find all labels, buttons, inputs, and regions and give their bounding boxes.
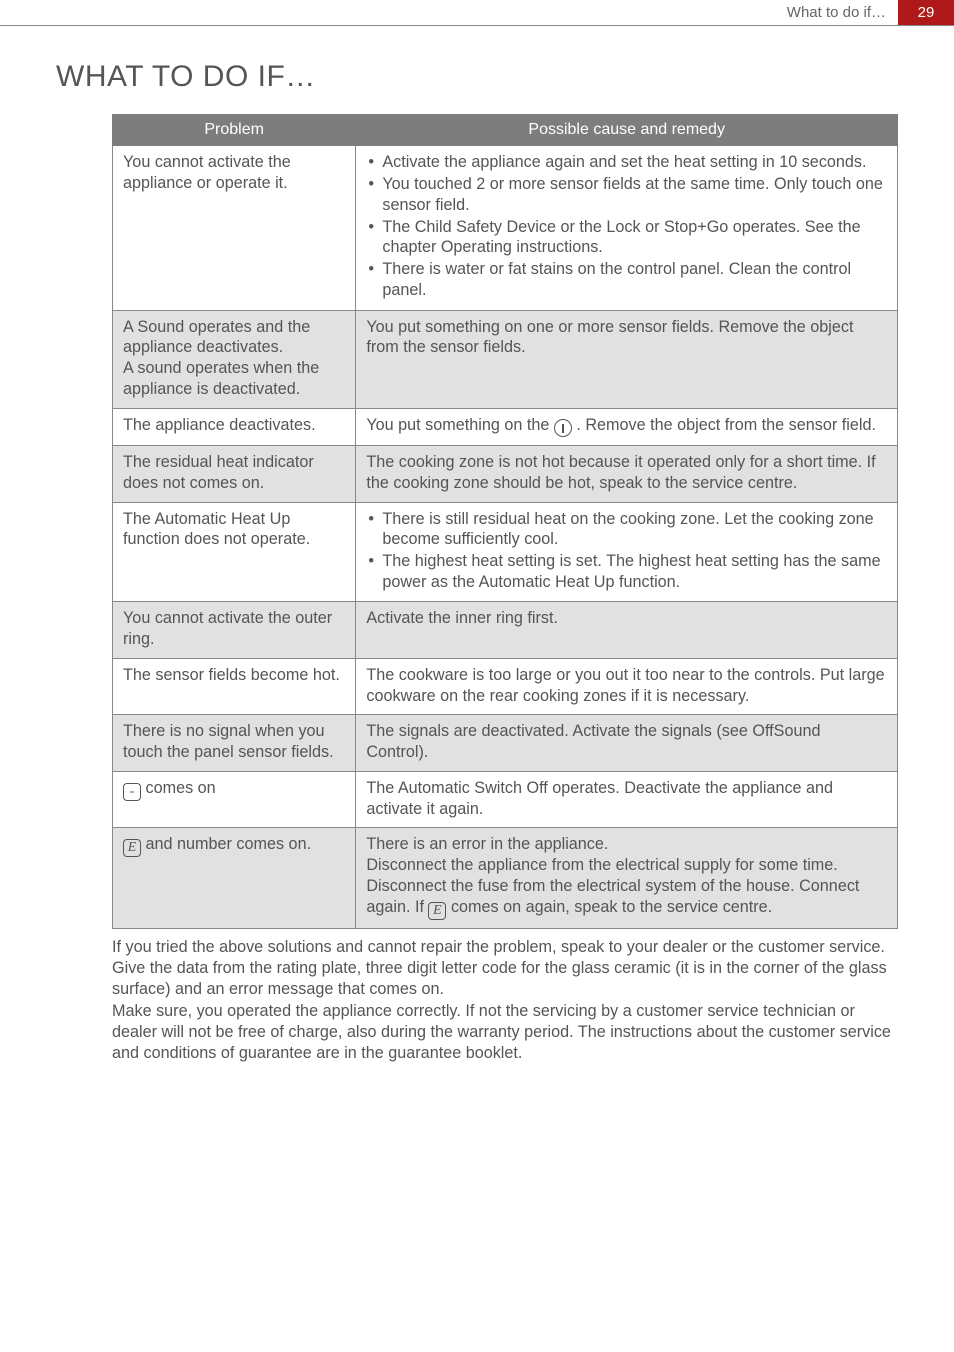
cell-problem: The residual heat indicator does not com…: [113, 446, 356, 502]
content-area: Problem Possible cause and remedy You ca…: [0, 114, 954, 1065]
display-symbol-e-icon: E: [123, 839, 141, 857]
troubleshooting-table: Problem Possible cause and remedy You ca…: [112, 114, 898, 929]
table-row: You cannot activate the outer ring. Acti…: [113, 602, 898, 658]
cell-remedy: There is an error in the appliance. Disc…: [356, 828, 898, 928]
table-header-row: Problem Possible cause and remedy: [113, 115, 898, 146]
list-item: The highest heat setting is set. The hig…: [366, 551, 887, 592]
cell-problem: You cannot activate the outer ring.: [113, 602, 356, 658]
list-item: Activate the appliance again and set the…: [366, 152, 887, 173]
remedy-list: There is still residual heat on the cook…: [366, 509, 887, 593]
remedy-text-post: . Remove the object from the sensor fiel…: [572, 416, 876, 434]
cell-problem: The Automatic Heat Up function does not …: [113, 502, 356, 602]
list-item: There is still residual heat on the cook…: [366, 509, 887, 550]
cell-problem: The sensor fields become hot.: [113, 658, 356, 714]
remedy-text-pre: You put something on the: [366, 416, 554, 434]
table-row: There is no signal when you touch the pa…: [113, 715, 898, 771]
remedy-list: Activate the appliance again and set the…: [366, 152, 887, 300]
section-title: WHAT TO DO IF…: [56, 60, 954, 94]
table-row: You cannot activate the appliance or ope…: [113, 146, 898, 310]
cell-remedy: The Automatic Switch Off operates. Deact…: [356, 771, 898, 827]
cell-problem: - comes on: [113, 771, 356, 827]
cell-remedy: The signals are deactivated. Activate th…: [356, 715, 898, 771]
running-header: What to do if… 29: [0, 0, 954, 26]
cell-remedy: There is still residual heat on the cook…: [356, 502, 898, 602]
display-symbol-e-icon: E: [428, 902, 446, 920]
cell-problem: A Sound operates and the appliance deact…: [113, 310, 356, 408]
problem-text: and number comes on.: [141, 835, 311, 853]
list-item: There is water or fat stains on the cont…: [366, 259, 887, 300]
closing-paragraph: If you tried the above solutions and can…: [112, 937, 898, 1065]
table-row: A Sound operates and the appliance deact…: [113, 310, 898, 408]
col-header-remedy: Possible cause and remedy: [356, 115, 898, 146]
running-title: What to do if…: [787, 0, 898, 25]
list-item: You touched 2 or more sensor fields at t…: [366, 174, 887, 215]
table-row: E and number comes on. There is an error…: [113, 828, 898, 928]
cell-remedy: Activate the appliance again and set the…: [356, 146, 898, 310]
list-item: The Child Safety Device or the Lock or S…: [366, 217, 887, 258]
table-row: The appliance deactivates. You put somet…: [113, 408, 898, 446]
cell-remedy: The cookware is too large or you out it …: [356, 658, 898, 714]
cell-remedy: You put something on the . Remove the ob…: [356, 408, 898, 446]
table-row: The Automatic Heat Up function does not …: [113, 502, 898, 602]
col-header-problem: Problem: [113, 115, 356, 146]
problem-text: comes on: [141, 779, 216, 797]
cell-remedy: The cooking zone is not hot because it o…: [356, 446, 898, 502]
power-icon: [554, 419, 572, 437]
cell-problem: The appliance deactivates.: [113, 408, 356, 446]
remedy-line2-post: comes on again, speak to the service cen…: [446, 898, 772, 916]
cell-remedy: You put something on one or more sensor …: [356, 310, 898, 408]
cell-problem: You cannot activate the appliance or ope…: [113, 146, 356, 310]
table-row: The residual heat indicator does not com…: [113, 446, 898, 502]
display-symbol-dash-icon: -: [123, 783, 141, 801]
page-number-badge: 29: [898, 0, 954, 25]
remedy-line1: There is an error in the appliance.: [366, 835, 608, 853]
page: What to do if… 29 WHAT TO DO IF… Problem…: [0, 0, 954, 1105]
table-row: - comes on The Automatic Switch Off oper…: [113, 771, 898, 827]
cell-remedy: Activate the inner ring first.: [356, 602, 898, 658]
cell-problem: E and number comes on.: [113, 828, 356, 928]
table-row: The sensor fields become hot. The cookwa…: [113, 658, 898, 714]
cell-problem: There is no signal when you touch the pa…: [113, 715, 356, 771]
